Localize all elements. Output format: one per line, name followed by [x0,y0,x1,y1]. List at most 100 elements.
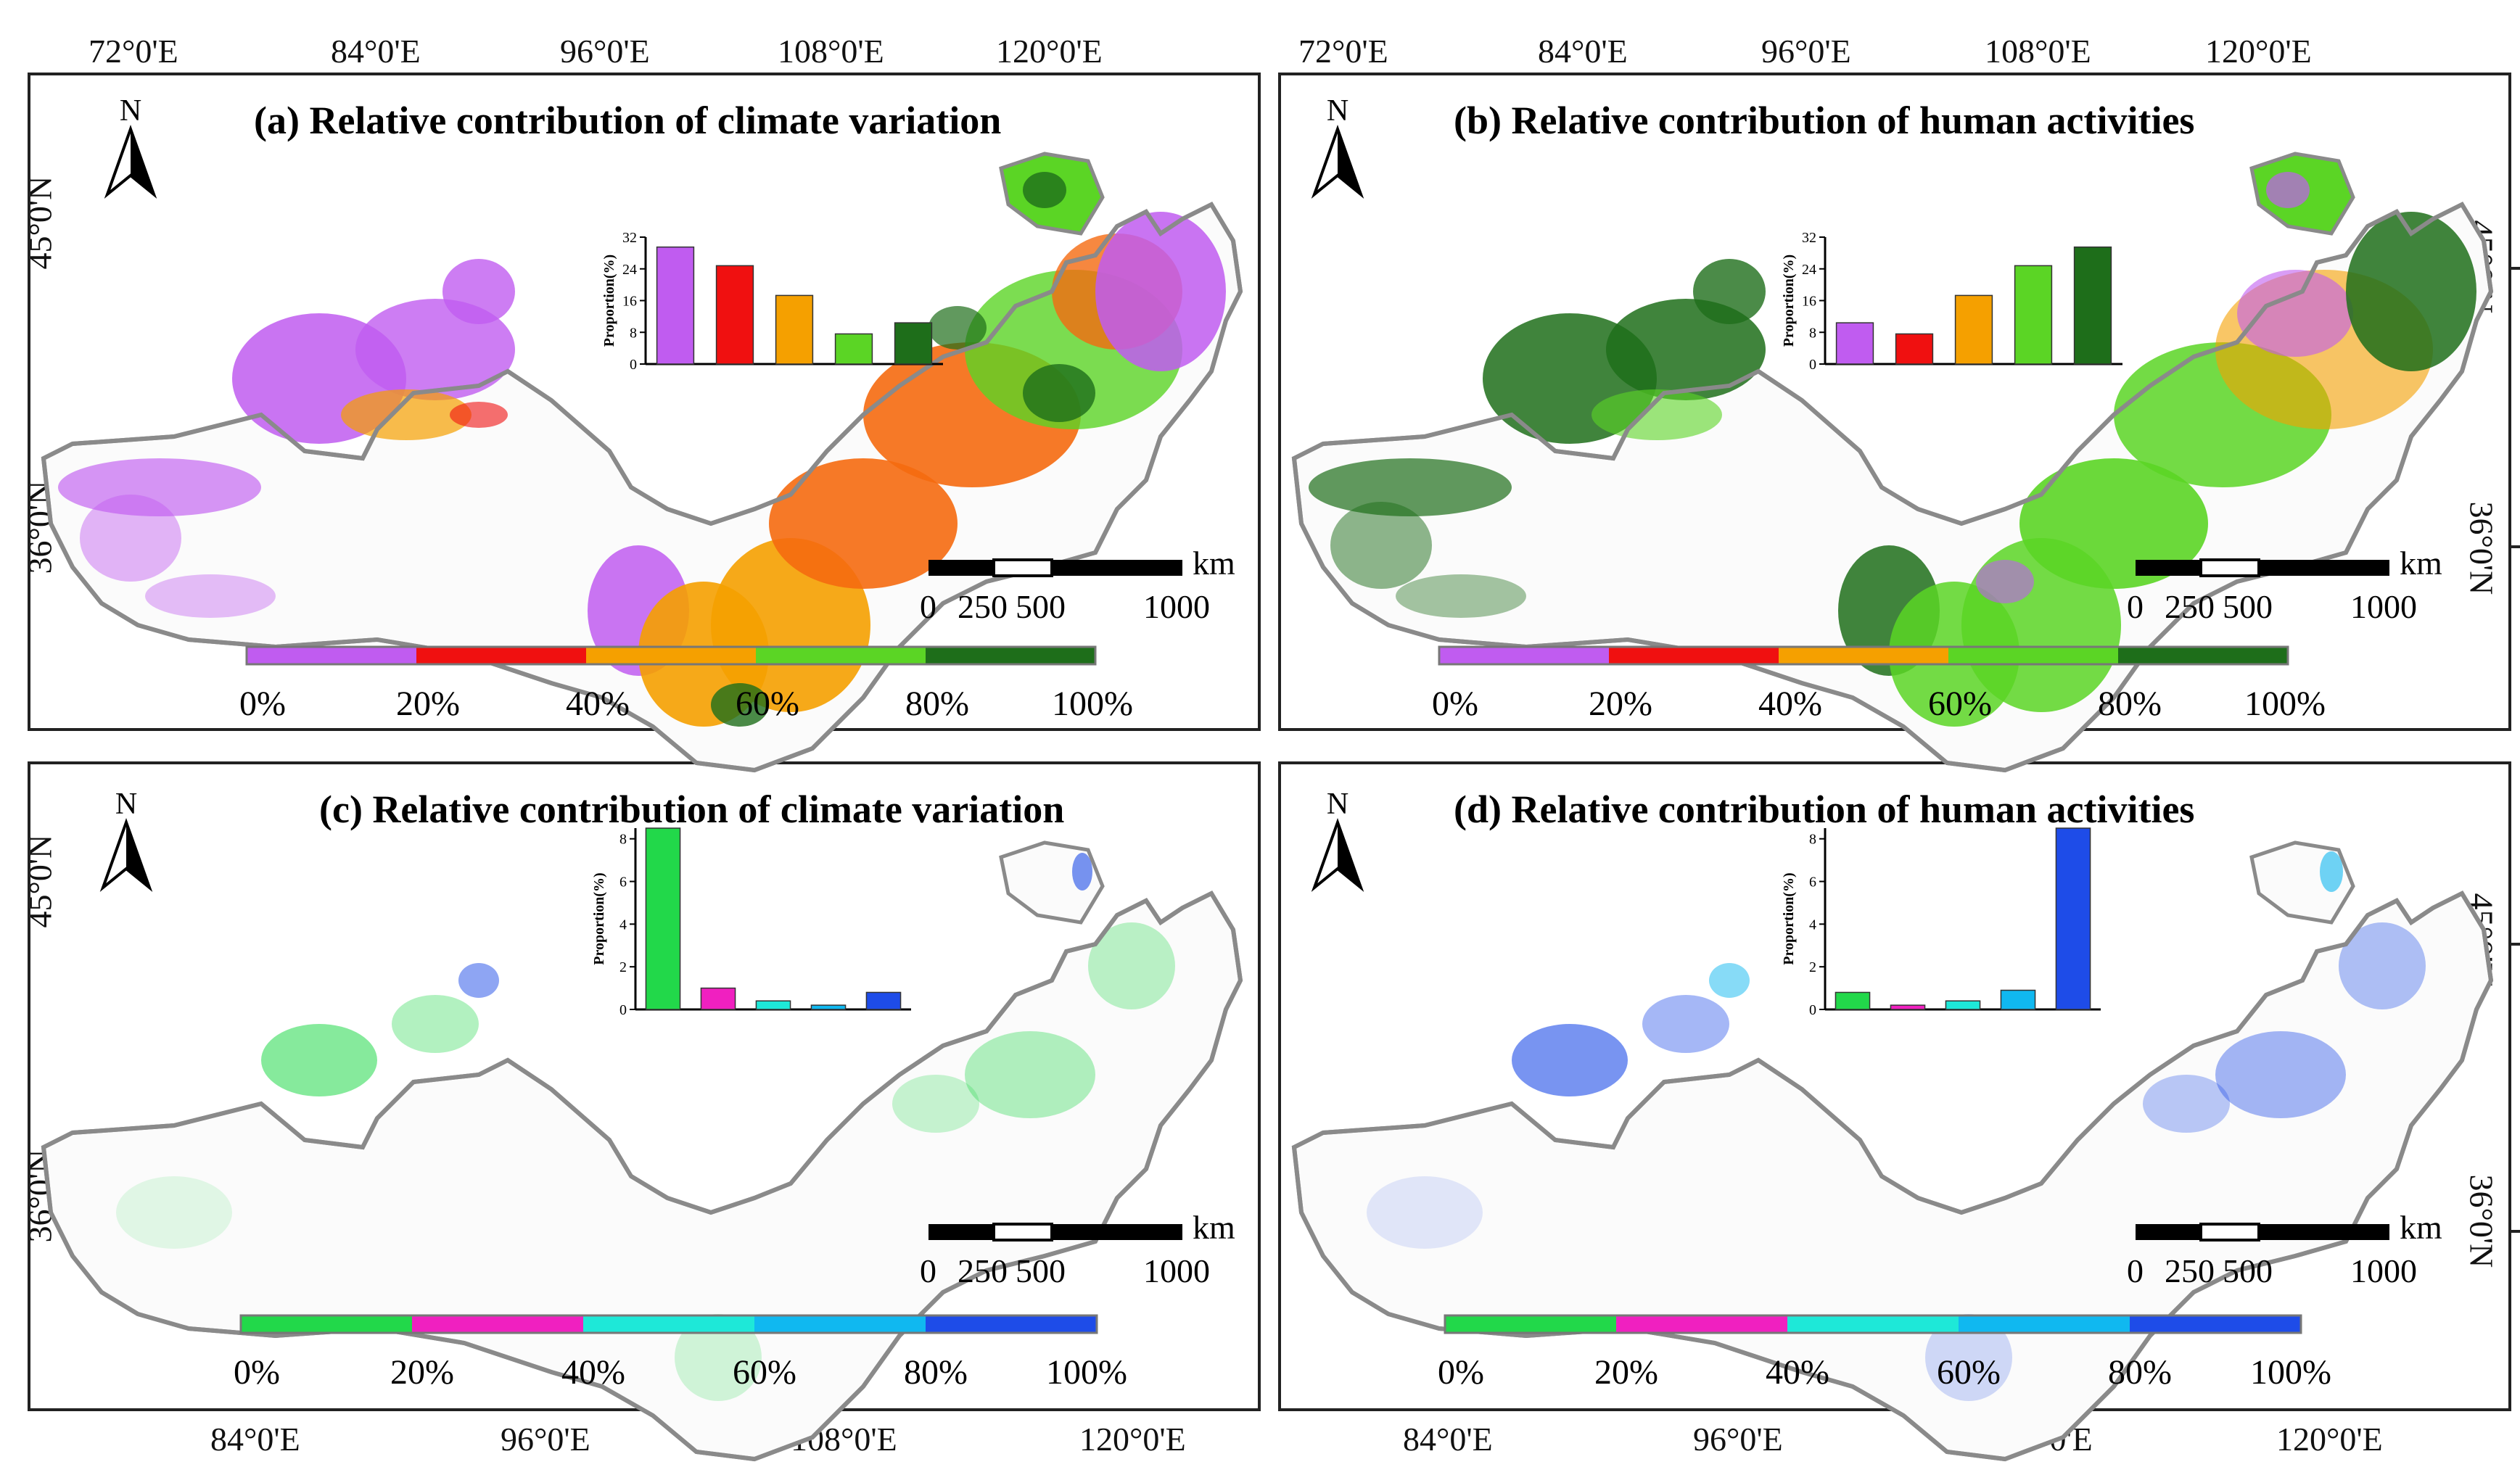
legend-swatch-a-0 [247,647,416,664]
legend-tick-d-40: 40% [1766,1353,1829,1392]
map-fill-c [116,922,1175,1401]
inset-ytick-label-b-1: 8 [1809,325,1816,341]
lon-label-bottom-c-120: 120°0'E [1079,1421,1186,1458]
inset-bar-a-4 [894,322,933,365]
inset-chart-a: 0 8 16 24 32 Proportion(%) [601,230,943,373]
legend-tick-c-20: 20% [390,1353,454,1392]
inset-bar-c-2 [755,1000,791,1010]
region-map-c [44,893,1240,1459]
legend-tick-d-20: 20% [1594,1353,1658,1392]
inset-bar-d-0 [1835,991,1871,1010]
north-arrow-a: N [106,94,155,196]
lon-label-top-b-120: 120°0'E [2205,33,2312,70]
scale-tick-d-250: 250 [2165,1252,2215,1289]
inner-mongolia-patch-c [999,840,1105,925]
scale-tick-d-1000: 1000 [2350,1252,2417,1289]
inset-ytick-label-d-3: 6 [1809,875,1816,891]
legend-tick-c-60: 60% [733,1353,796,1392]
lon-label-bottom-c-84: 84°0'E [210,1421,300,1458]
inset-ytick-label-c-0: 0 [619,1002,627,1018]
panel-c: N (c) Relative contribution of climate v… [44,788,1240,1459]
map-fill-d [1367,922,2426,1401]
legend-tick-b-80: 80% [2098,685,2162,723]
inset-ytick-label-b-4: 32 [1802,230,1816,246]
legend-tick-c-100: 100% [1046,1353,1127,1392]
inset-ytick-label-c-2: 4 [619,917,627,933]
inset-ytick-label-c-4: 8 [619,832,627,848]
scale-tick-d-0: 0 [2127,1252,2144,1289]
inset-chart-c: 0 2 4 6 8 Proportion(%) [591,827,911,1018]
inset-bar-a-1 [715,265,754,365]
legend-swatch-a-4 [926,647,1095,664]
panel-title-c: (c) Relative contribution of climate var… [319,788,1064,831]
scale-unit-a: km [1193,545,1235,582]
scale-tick-b-250: 250 [2165,588,2215,625]
inset-ytick-label-c-3: 6 [619,875,627,891]
legend-swatch-a-2 [586,647,756,664]
legend-tick-b-100: 100% [2244,685,2326,723]
legend-tick-a-20: 20% [396,685,460,723]
panel-a: N (a) Relative contribution of climate v… [44,94,1240,770]
inset-bar-b-0 [1835,322,1874,365]
inset-bar-d-3 [2000,989,2036,1010]
lon-label-top-a-84: 84°0'E [331,33,421,70]
panel-frame-b [1278,73,2511,731]
legend-swatch-b-3 [1948,647,2118,664]
inner-mongolia-patch-d [2249,840,2355,925]
panel-d: N (d) Relative contribution of human act… [1294,788,2520,1459]
legend-swatch-c-0 [241,1315,412,1333]
legend-swatch-d-4 [2130,1315,2301,1333]
legend-swatch-d-0 [1445,1315,1616,1333]
legend-tick-b-0: 0% [1432,685,1478,723]
map-fill-a [58,212,1226,727]
inset-ytick-label-a-4: 32 [622,230,637,246]
inset-ytick-label-d-0: 0 [1809,1002,1816,1018]
lon-label-top-a-108: 108°0'E [778,33,884,70]
lon-label-bottom-c-96: 96°0'E [501,1421,590,1458]
legend-swatch-d-1 [1616,1315,1787,1333]
panel-b: N (b) Relative contribution of human act… [1294,94,2520,770]
scale-tick-a-250: 250 [958,588,1008,625]
inset-ytick-label-d-4: 8 [1809,832,1816,848]
lat-ticks-b [2510,267,2520,548]
legend-tick-c-40: 40% [561,1353,625,1392]
inset-ylabel-c: Proportion(%) [591,872,607,964]
panel-title-a: (a) Relative contribution of climate var… [254,99,1001,142]
panel-title-d: (d) Relative contribution of human activ… [1454,788,2194,831]
scale-tick-d-500: 500 [2223,1252,2273,1289]
inset-bar-d-4 [2055,827,2091,1010]
north-label-a: N [120,94,141,128]
legend-bar-b: 0% 20% 40% 60% 80% 100% [1432,645,2326,723]
scale-bar-a: km 0 250 500 1000 [920,545,1235,625]
inset-bar-d-2 [1945,1000,1981,1010]
lon-label-top-a-120: 120°0'E [996,33,1103,70]
inset-bar-a-0 [656,246,695,365]
lon-label-top-b-96: 96°0'E [1761,33,1851,70]
inset-ytick-label-a-1: 8 [630,325,637,341]
north-label-b: N [1327,94,1348,128]
lon-label-top-a-72: 72°0'E [88,33,178,70]
inset-ytick-label-d-1: 2 [1809,959,1816,975]
inset-ylabel-b: Proportion(%) [1781,255,1797,347]
legend-swatch-c-1 [412,1315,583,1333]
scale-tick-c-250: 250 [958,1252,1008,1289]
legend-tick-a-100: 100% [1052,685,1133,723]
legend-tick-d-60: 60% [1937,1353,2001,1392]
inset-bar-b-1 [1895,333,1934,365]
inset-bar-d-1 [1890,1004,1926,1010]
scale-unit-c: km [1193,1209,1235,1246]
lat-ticks-d [2510,943,2520,1233]
map-fill-b [1309,212,2476,727]
inset-bar-b-4 [2073,246,2112,365]
inset-ytick-label-a-0: 0 [630,357,637,373]
legend-swatch-d-2 [1787,1315,1959,1333]
region-map-d [1294,893,2491,1459]
lon-label-bottom-d-120: 120°0'E [2276,1421,2383,1458]
scale-tick-a-1000: 1000 [1143,588,1210,625]
inset-ytick-label-a-2: 16 [622,294,637,310]
legend-tick-c-0: 0% [234,1353,280,1392]
inset-bar-c-4 [865,991,902,1010]
legend-swatch-b-0 [1439,647,1609,664]
lon-label-top-b-84: 84°0'E [1538,33,1628,70]
legend-swatch-b-2 [1779,647,1948,664]
